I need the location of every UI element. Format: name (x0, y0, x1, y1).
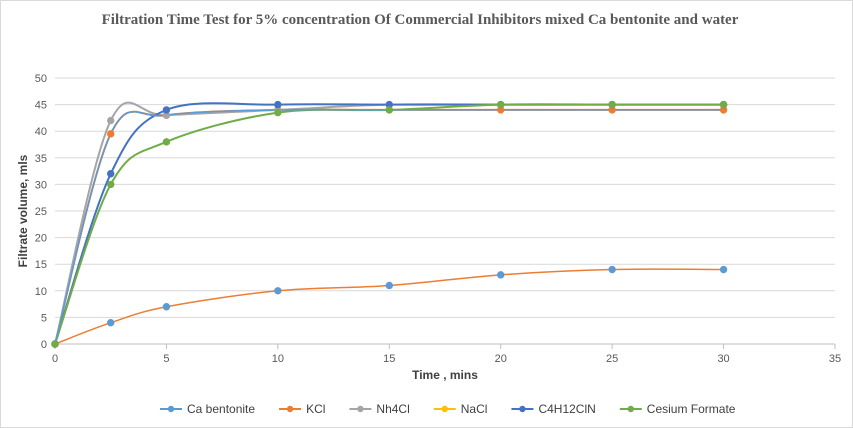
series-line-5 (54, 103, 724, 345)
x-tick-label: 30 (717, 353, 729, 365)
y-tick-label: 50 (35, 73, 47, 85)
x-tick-label: 5 (163, 353, 169, 365)
legend-item: KCl (279, 402, 325, 416)
overlay-line-0 (54, 268, 724, 345)
legend-swatch-marker (627, 405, 634, 413)
legend-label: Ca bentonite (187, 402, 255, 416)
legend-swatch-marker (167, 405, 175, 413)
series-4-point (107, 170, 115, 178)
axes (54, 343, 836, 349)
x-tick-label: 25 (606, 353, 618, 365)
y-tick-label: 25 (35, 206, 47, 218)
series-markers (51, 100, 728, 348)
series-0-point (162, 303, 171, 311)
series-5-point (385, 106, 393, 114)
series-5-point (51, 340, 59, 348)
legend-swatch-marker (286, 405, 294, 413)
legend-label: C4H12ClN (538, 402, 595, 416)
y-tick-label: 20 (35, 233, 47, 245)
series-2-point (107, 116, 115, 125)
y-tick-label: 0 (41, 339, 47, 351)
series-5-point (608, 100, 616, 109)
series-0-point (107, 319, 115, 327)
series-0-point (719, 265, 728, 274)
legend-label: Cesium Formate (647, 402, 736, 416)
legend-item: NaCl (433, 402, 488, 416)
series-line-2 (54, 101, 724, 345)
y-tick-label: 10 (35, 286, 47, 298)
legend-swatch-marker (519, 405, 526, 413)
series-5-point (274, 108, 282, 117)
series-5-point (497, 100, 505, 109)
series-5-point (719, 100, 728, 109)
series-0-point (497, 271, 505, 279)
legend-label: Nh4Cl (376, 402, 409, 416)
y-tick-label: 30 (35, 179, 47, 191)
series-lines (54, 101, 724, 345)
legend-label: NaCl (461, 402, 488, 416)
legend-item: Cesium Formate (619, 402, 736, 416)
tick-labels: 0 5 10 15 20 25 30 35 40 45 50 0 5 10 15 20 25 30 35 (35, 73, 841, 365)
y-tick-label: 35 (35, 153, 47, 165)
y-tick-label: 5 (41, 312, 47, 324)
legend-label: KCl (306, 402, 325, 416)
legend-item: Nh4Cl (349, 402, 410, 416)
series-5-point (107, 180, 115, 189)
series-0-point (385, 281, 393, 290)
legend-item: Ca bentonite (160, 402, 255, 416)
legend-item: C4H12ClN (511, 402, 596, 416)
legend-swatch-marker (357, 405, 364, 413)
series-4-point (162, 106, 171, 114)
y-axis-label: Filtrate volume, mls (16, 154, 30, 267)
series-1-point (107, 130, 115, 138)
legend: Ca bentonite KCl Nh4Cl NaCl C4H12ClN Cesium F… (160, 402, 736, 416)
series-5-point (162, 138, 171, 146)
series-4-point (274, 100, 282, 109)
y-tick-label: 45 (35, 100, 47, 112)
series-line-4 (54, 102, 724, 345)
x-tick-label: 15 (383, 353, 395, 365)
x-tick-label: 0 (52, 353, 58, 365)
x-axis-label: Time , mins (412, 368, 478, 382)
y-tick-label: 40 (35, 126, 47, 138)
legend-swatch-marker (441, 405, 448, 413)
x-tick-label: 10 (272, 353, 284, 365)
chart-title: Filtration Time Test for 5% concentratio… (101, 12, 739, 28)
x-tick-label: 35 (829, 353, 841, 365)
series-0-point (608, 265, 616, 274)
series-0-point (274, 287, 282, 295)
y-tick-label: 15 (35, 259, 47, 271)
x-tick-label: 20 (495, 353, 507, 365)
